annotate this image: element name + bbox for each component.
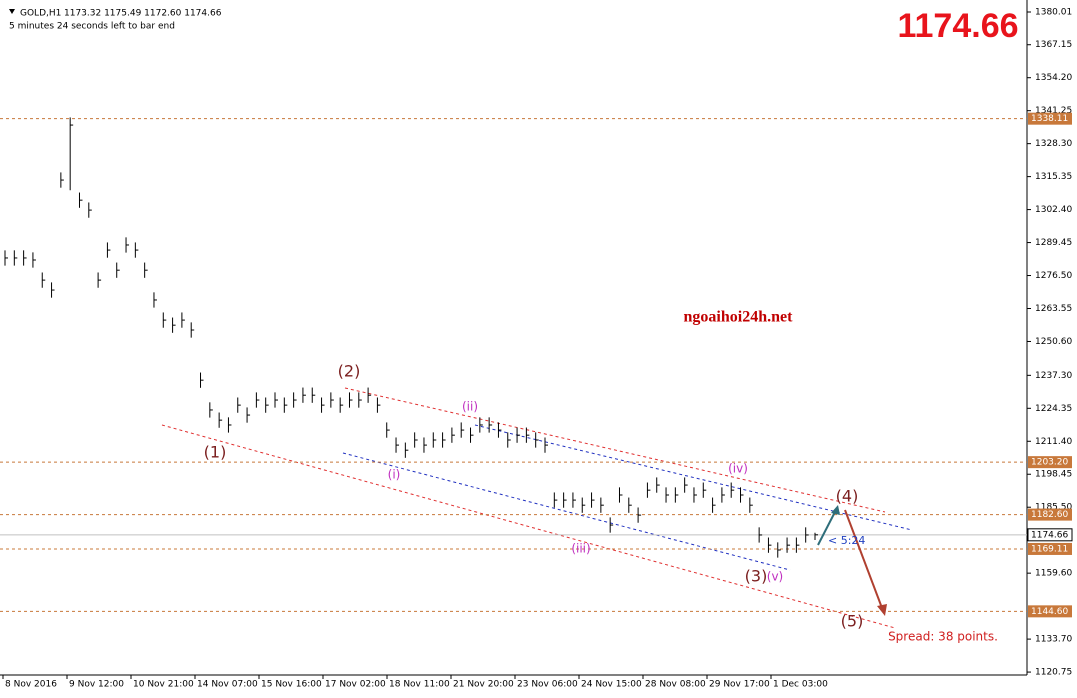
y-tick-label: 1198.45: [1035, 470, 1072, 480]
menu-triangle: [9, 9, 15, 14]
y-tick-label: 1315.35: [1035, 172, 1072, 182]
level-box: [1028, 456, 1072, 469]
wave-label: (3): [745, 567, 768, 586]
y-tick-label: 1120.75: [1035, 668, 1072, 678]
y-tick-label: 1276.50: [1035, 271, 1072, 281]
level-label: 1338.11: [1031, 114, 1068, 124]
channel-line: [344, 387, 886, 513]
timer: < 5:24: [828, 534, 865, 547]
wave-label: (5): [841, 612, 864, 631]
x-tick-label: 10 Nov 21:00: [133, 680, 194, 690]
x-tick-label: 9 Nov 12:00: [69, 680, 124, 690]
x-tick-label: 18 Nov 11:00: [389, 680, 450, 690]
y-tick-label: 1367.15: [1035, 40, 1072, 50]
y-tick-label: 1133.70: [1035, 635, 1072, 645]
x-tick-label: 29 Nov 17:00: [709, 680, 770, 690]
x-tick-label: 15 Nov 16:00: [261, 680, 322, 690]
level-box: [1028, 112, 1072, 125]
y-tick-label: 1237.30: [1035, 371, 1072, 381]
channel-line: [342, 452, 791, 571]
level-label: 1203.20: [1031, 458, 1068, 468]
wave-label: (4): [836, 487, 859, 506]
level-box: [1028, 542, 1072, 555]
x-tick-label: 24 Nov 15:00: [581, 680, 642, 690]
channel-line: [161, 424, 896, 629]
y-tick-label: 1328.30: [1035, 139, 1072, 149]
arrow-head: [831, 505, 840, 515]
y-tick-label: 1380.01: [1035, 7, 1072, 17]
level-box: [1028, 605, 1072, 618]
countdown: 5 minutes 24 seconds left to bar end: [9, 22, 175, 32]
y-tick-label: 1354.20: [1035, 73, 1072, 83]
subwave-label: (v): [767, 570, 783, 584]
subwave-label: (ii): [462, 400, 478, 414]
y-tick-label: 1302.40: [1035, 205, 1072, 215]
subwave-label: (iv): [728, 462, 748, 476]
level-label: 1182.60: [1031, 510, 1068, 520]
x-tick-label: 1 Dec 03:00: [773, 680, 828, 690]
x-tick-label: 21 Nov 20:00: [453, 680, 514, 690]
price-box: [1027, 528, 1073, 542]
arrow-head: [877, 604, 887, 616]
big-price: 1174.66: [897, 7, 1018, 45]
wave-label: (2): [338, 362, 361, 381]
x-tick-label: 23 Nov 06:00: [517, 680, 578, 690]
x-tick-label: 17 Nov 02:00: [325, 680, 386, 690]
wave-label: (1): [204, 443, 227, 462]
symbol: GOLD,H1: [20, 9, 61, 19]
x-tick-label: 14 Nov 07:00: [197, 680, 258, 690]
watermark: ngoaihoi24h.net: [684, 309, 794, 326]
arrow: [844, 509, 883, 609]
x-tick-label: 28 Nov 08:00: [645, 680, 706, 690]
y-tick-label: 1211.40: [1035, 437, 1072, 447]
y-tick-label: 1185.50: [1035, 503, 1072, 513]
x-tick-label: 8 Nov 2016: [5, 680, 57, 690]
y-tick-label: 1341.25: [1035, 106, 1072, 116]
level-box: [1028, 508, 1072, 521]
level-label: 1169.11: [1031, 544, 1068, 554]
price-label: 1174.66: [1031, 530, 1068, 540]
y-tick-label: 1159.60: [1035, 569, 1072, 579]
y-tick-label: 1263.55: [1035, 304, 1072, 314]
arrow: [817, 509, 837, 546]
y-tick-label: 1250.60: [1035, 337, 1072, 347]
subwave-label: (i): [388, 468, 401, 482]
subwave-label: (iii): [571, 542, 590, 556]
y-tick-label: 1289.45: [1035, 238, 1072, 248]
y-tick-label: 1224.35: [1035, 404, 1072, 414]
spread: Spread: 38 points.: [888, 630, 998, 644]
level-label: 1144.60: [1031, 607, 1068, 617]
quote: 1173.32 1175.49 1172.60 1174.66: [64, 9, 222, 19]
